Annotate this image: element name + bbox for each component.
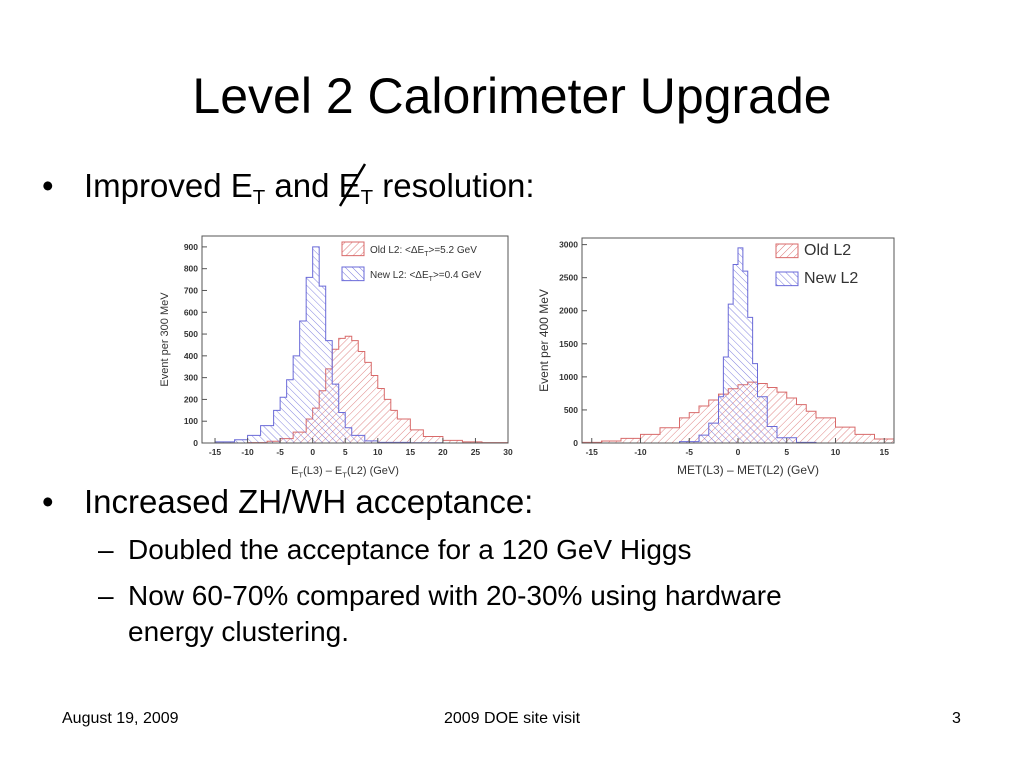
y-tick-label: 900	[184, 242, 198, 252]
chart-et-resolution: -15 -10 -5 0 5 10 15 20 25 30 0 100 200 300 400 500 600 7…	[152, 230, 522, 485]
x-tick-label: 10	[831, 447, 841, 457]
bullet-text-mid: and E	[265, 167, 361, 204]
legend-entry: Old L2	[804, 242, 851, 259]
bullet-text-post: resolution:	[373, 167, 535, 204]
bullet-resolution: • Improved ET and ET resolution:	[42, 163, 535, 210]
y-tick-label: 500	[184, 329, 198, 339]
x-tick-label: 0	[310, 447, 315, 457]
x-tick-label: -5	[685, 447, 693, 457]
y-tick-label: 2000	[559, 306, 578, 316]
y-tick-label: 2500	[559, 273, 578, 283]
legend-entry: Old L2: <ΔET>=5.2 GeV	[370, 245, 477, 258]
x-tick-label: -10	[634, 447, 647, 457]
series-new-l2-histogram	[202, 246, 508, 444]
x-axis-label: ET(L3) – ET(L2) (GeV)	[291, 465, 399, 479]
y-tick-label: 600	[184, 307, 198, 317]
y-tick-label: 800	[184, 264, 198, 274]
legend-swatch	[775, 271, 799, 287]
y-tick-label: 200	[184, 394, 198, 404]
footer-page-number: 3	[952, 710, 961, 727]
plot-frame	[201, 235, 509, 444]
x-axis-label: MET(L3) – MET(L2) (GeV)	[677, 463, 819, 477]
bullet-text-pre: Improved E	[84, 167, 253, 204]
x-tick-label: 30	[503, 447, 513, 457]
y-axis-label: Event per 400 MeV	[538, 289, 551, 392]
chart-met-resolution: -15 -10 -5 0 5 10 15 0 500 1000 1500 2000 2500 3000 Ev…	[537, 230, 906, 485]
bullet-acceptance: • Increased ZH/WH acceptance:	[42, 482, 534, 522]
y-tick-label: 1000	[559, 372, 578, 382]
x-tick-label: 5	[343, 447, 348, 457]
subscript-t: T	[360, 186, 374, 210]
x-tick-label: 5	[784, 447, 789, 457]
y-tick-label: 1500	[559, 339, 578, 349]
x-tick-label: -15	[586, 447, 599, 457]
bullet-marker: •	[42, 483, 54, 520]
y-tick-label: 400	[184, 351, 198, 361]
slash-icon	[338, 163, 366, 207]
x-tick-label: -15	[209, 447, 222, 457]
y-tick-label: 700	[184, 285, 198, 295]
y-tick-label: 100	[184, 416, 198, 426]
bullet-marker: •	[42, 167, 54, 204]
footer-center: 2009 DOE site visit	[443, 710, 581, 727]
subbullet-text-line1: Now 60-70% compared with 20-30% using ha…	[128, 580, 782, 611]
series-new-l2-histogram	[582, 247, 894, 444]
legend-entry: New L2	[804, 270, 858, 287]
y-tick-label: 500	[564, 405, 578, 415]
legend-swatch	[775, 243, 799, 259]
slide-title: Level 2 Calorimeter Upgrade	[192, 68, 832, 124]
legend-entry: New L2: <ΔET>=0.4 GeV	[370, 270, 482, 283]
x-tick-label: 15	[880, 447, 890, 457]
legend-swatch	[341, 266, 365, 282]
x-tick-label: 10	[373, 447, 383, 457]
met-slash-symbol: T	[338, 163, 374, 210]
y-tick-label: 0	[573, 438, 578, 448]
y-axis-label: Event per 300 MeV	[159, 292, 171, 387]
x-tick-label: 25	[471, 447, 481, 457]
subbullet-comparison: – Now 60-70% compared with 20-30% using …	[98, 578, 782, 650]
subbullet-doubled: – Doubled the acceptance for a 120 GeV H…	[98, 532, 692, 568]
subbullet-text: Doubled the acceptance for a 120 GeV Hig…	[128, 534, 692, 565]
legend-swatch	[341, 241, 365, 257]
x-tick-label: 0	[736, 447, 741, 457]
subscript-t: T	[252, 186, 266, 210]
x-tick-label: 20	[438, 447, 448, 457]
y-tick-label: 300	[184, 373, 198, 383]
x-tick-label: 15	[406, 447, 416, 457]
subbullet-marker: –	[98, 534, 114, 565]
bullet-text: Increased ZH/WH acceptance:	[84, 483, 534, 520]
footer-date: August 19, 2009	[62, 710, 179, 727]
y-tick-label: 3000	[559, 240, 578, 250]
chart-met-svg: -15 -10 -5 0 5 10 15 0 500 1000 1500 2000 2500 3000 Ev…	[537, 237, 895, 477]
series-old-l2-histogram	[202, 335, 509, 444]
x-tick-label: -10	[241, 447, 254, 457]
chart-et-svg: -15 -10 -5 0 5 10 15 20 25 3001002003004005006007…	[159, 235, 513, 479]
y-tick-label: 0	[193, 438, 198, 448]
subbullet-text-line2: energy clustering.	[128, 616, 350, 647]
subbullet-marker: –	[98, 580, 114, 611]
x-tick-label: -5	[276, 447, 284, 457]
